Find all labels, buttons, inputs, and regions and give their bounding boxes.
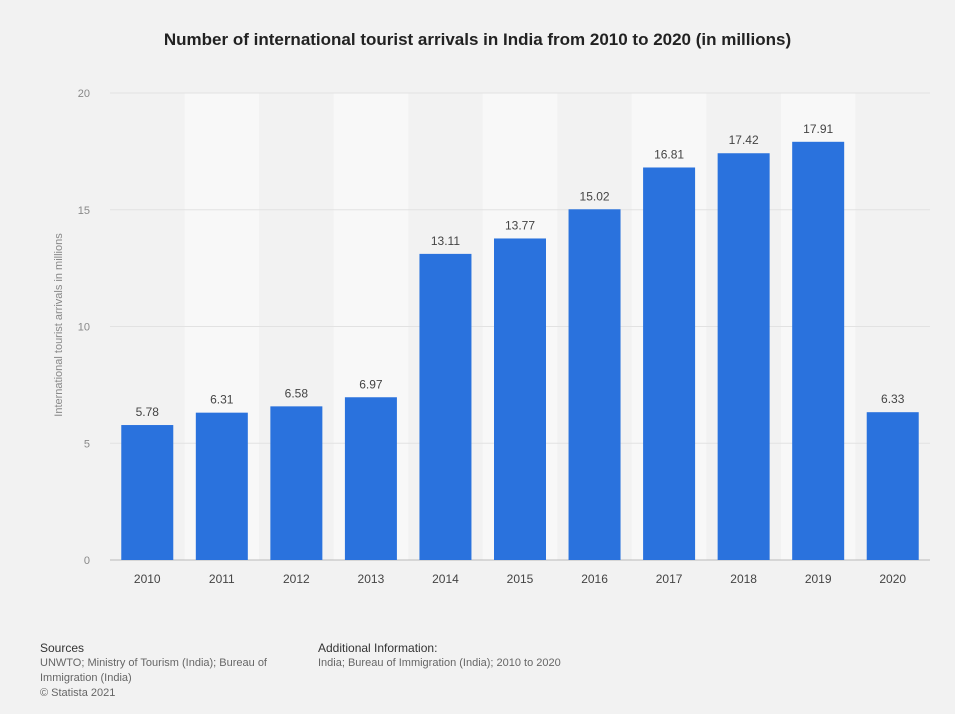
x-tick-label: 2010 — [134, 572, 161, 586]
y-axis-title: International tourist arrivals in millio… — [53, 233, 65, 417]
data-label: 15.02 — [580, 189, 610, 203]
data-label: 13.11 — [431, 234, 460, 248]
x-tick-label: 2013 — [358, 572, 385, 586]
data-label: 17.42 — [729, 133, 759, 147]
data-label: 6.97 — [359, 377, 383, 391]
bar — [419, 253, 472, 560]
bar — [195, 412, 248, 560]
sources-line: Immigration (India) — [40, 672, 132, 684]
bar — [643, 167, 696, 560]
data-label: 16.81 — [654, 147, 684, 161]
sources-line: UNWTO; Ministry of Tourism (India); Bure… — [40, 657, 267, 669]
data-label: 5.78 — [136, 405, 160, 419]
x-tick-label: 2015 — [507, 572, 534, 586]
bar-chart: 0 5 10 15 20 5.78 2010 6.31 2011 6.58 2012 6.97 2013… — [53, 88, 930, 586]
data-label: 6.33 — [881, 392, 905, 406]
bar — [344, 397, 397, 560]
x-tick-label: 2016 — [581, 572, 608, 586]
bar — [792, 141, 845, 560]
sources-block: Sources UNWTO; Ministry of Tourism (Indi… — [40, 641, 300, 701]
additional-information-heading: Additional Information: — [318, 641, 438, 655]
x-tick-label: 2012 — [283, 572, 310, 586]
bar — [270, 406, 323, 560]
data-label: 17.91 — [803, 122, 833, 136]
bars — [121, 141, 919, 561]
x-tick-label: 2018 — [730, 572, 757, 586]
data-label: 6.31 — [210, 393, 234, 407]
bar — [494, 238, 546, 560]
bar — [717, 153, 770, 561]
x-tick-label: 2020 — [879, 572, 906, 586]
bar — [121, 425, 174, 560]
y-tick-label: 15 — [78, 205, 90, 217]
data-label: 6.58 — [285, 386, 309, 400]
labels: 0 5 10 15 20 5.78 2010 6.31 2011 6.58 2012 6.97 2013… — [78, 88, 907, 586]
chart-title: Number of international tourist arrivals… — [163, 30, 792, 49]
x-tick-label: 2019 — [805, 572, 832, 586]
sources-heading: Sources — [40, 641, 85, 655]
y-tick-label: 5 — [84, 438, 90, 450]
x-tick-label: 2011 — [209, 572, 235, 586]
copyright: © Statista 2021 — [40, 687, 116, 699]
bar — [866, 412, 919, 560]
y-tick-label: 20 — [78, 88, 90, 100]
additional-information-text: India; Bureau of Immigration (India); 20… — [318, 657, 561, 669]
x-tick-label: 2017 — [656, 572, 683, 586]
data-label: 13.77 — [505, 218, 535, 232]
y-tick-label: 0 — [84, 555, 90, 567]
additional-information-block: Additional Information: India; Bureau of… — [318, 641, 718, 671]
x-tick-label: 2014 — [432, 572, 459, 586]
y-tick-label: 10 — [78, 322, 90, 334]
bar — [568, 209, 621, 560]
